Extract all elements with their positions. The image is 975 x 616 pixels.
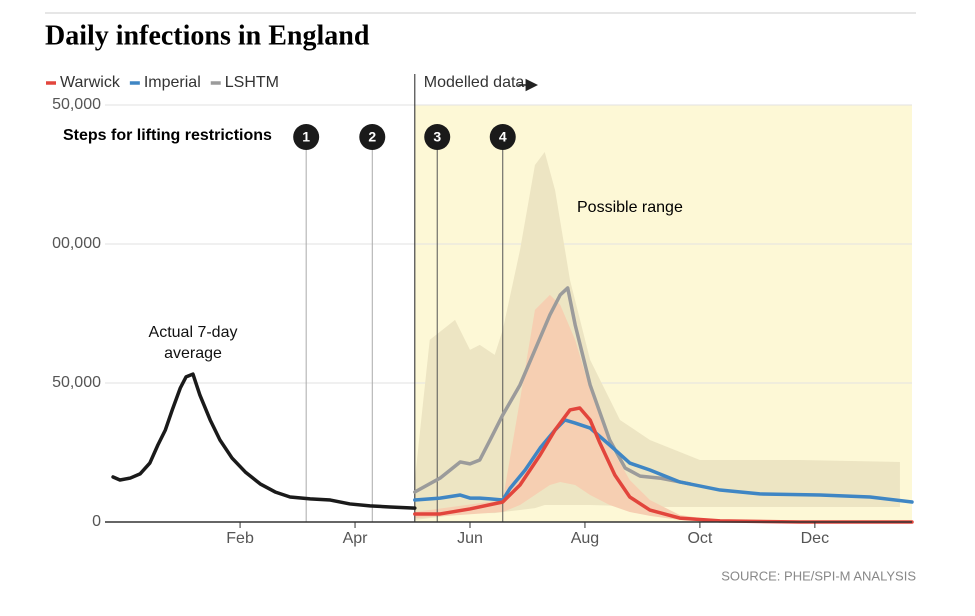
step-number: 2 [368, 129, 376, 145]
modelled-label: Modelled data [424, 74, 525, 91]
x-tick-label: Jun [457, 530, 483, 547]
series-line [413, 406, 914, 524]
step-number: 3 [433, 129, 441, 145]
x-tick-label: Dec [801, 530, 829, 547]
x-tick-label: Oct [687, 530, 712, 547]
possible-range [414, 294, 721, 522]
series-line [413, 286, 692, 494]
x-tick-label: Aug [571, 530, 599, 547]
legend-label: Warwick [60, 74, 121, 91]
step-marker [489, 124, 516, 150]
step-number: 4 [499, 129, 507, 145]
series-line [413, 418, 914, 504]
legend-label: Imperial [144, 74, 201, 91]
y-tick-label: 50,000 [52, 96, 101, 113]
chart-title: Daily infections in England [45, 20, 370, 51]
y-tick-label: 00,000 [52, 235, 101, 252]
step-marker [424, 124, 451, 150]
range-label: Possible range [577, 199, 683, 216]
source: SOURCE: PHE/SPI-M ANALYSIS [721, 568, 916, 583]
actual-label: Actual 7-day average [148, 324, 238, 362]
y-tick-label: 50,000 [52, 374, 101, 391]
legend-label: LSHTM [225, 74, 279, 91]
x-tick-label: Apr [343, 530, 369, 547]
step-number: 1 [302, 129, 310, 145]
modelled-arrow [518, 78, 539, 92]
x-tick-label: Feb [226, 530, 254, 547]
actual-line [111, 372, 417, 510]
y-tick-label: 0 [92, 513, 101, 530]
step-marker [293, 124, 320, 150]
steps-label: Steps for lifting restrictions [63, 127, 272, 144]
step-marker [359, 124, 386, 150]
